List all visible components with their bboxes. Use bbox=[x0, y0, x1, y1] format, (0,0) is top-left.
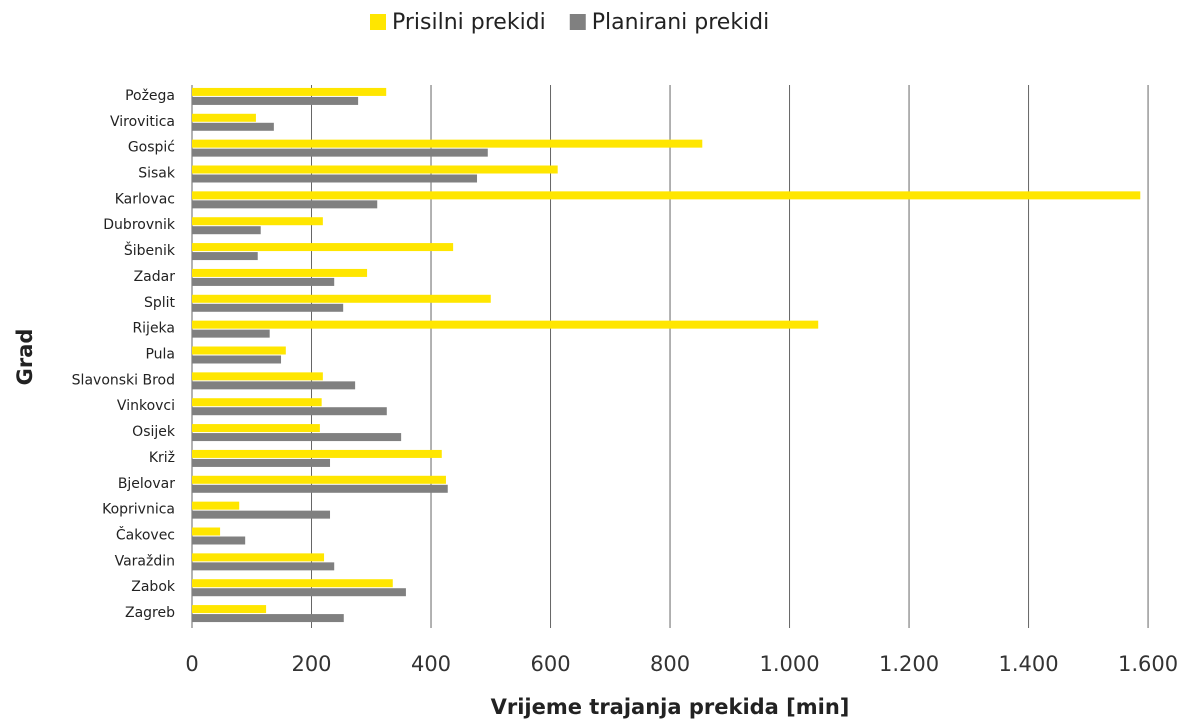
bar bbox=[192, 122, 274, 131]
bar bbox=[192, 226, 261, 235]
bar bbox=[192, 294, 491, 303]
bar bbox=[192, 355, 282, 364]
x-tick-label: 600 bbox=[530, 652, 570, 676]
y-tick-label: Dubrovnik bbox=[103, 217, 176, 233]
bar bbox=[192, 87, 387, 96]
y-tick-label: Šibenik bbox=[124, 241, 176, 259]
y-tick-label: Požega bbox=[125, 88, 175, 104]
bar bbox=[192, 381, 356, 390]
bar bbox=[192, 458, 331, 467]
bar bbox=[192, 449, 442, 458]
legend-swatch bbox=[370, 14, 386, 30]
bar bbox=[192, 320, 819, 329]
legend-swatch bbox=[569, 14, 586, 30]
y-tick-label: Gospić bbox=[128, 140, 175, 156]
legend-label: Prisilni prekidi bbox=[392, 10, 546, 35]
x-tick-label: 1.200 bbox=[879, 652, 939, 676]
bar bbox=[192, 484, 448, 493]
x-tick-label: 0 bbox=[185, 652, 198, 676]
bar bbox=[192, 527, 221, 536]
y-tick-label: Varaždin bbox=[115, 553, 175, 569]
y-axis-title: Grad bbox=[13, 329, 37, 386]
bar bbox=[192, 243, 454, 252]
x-axis-title: Vrijeme trajanja prekida [min] bbox=[491, 695, 850, 719]
y-tick-label: Virovitica bbox=[110, 114, 175, 130]
y-tick-label: Osijek bbox=[132, 424, 176, 440]
bar bbox=[192, 433, 402, 442]
bar bbox=[192, 191, 1141, 200]
bar bbox=[192, 96, 359, 105]
y-tick-label: Zabok bbox=[131, 579, 176, 595]
bar bbox=[192, 372, 323, 381]
bar bbox=[192, 562, 335, 571]
bar bbox=[192, 536, 246, 545]
y-tick-label: Rijeka bbox=[132, 321, 175, 337]
x-tick-label: 200 bbox=[291, 652, 331, 676]
y-tick-label: Vinkovci bbox=[117, 398, 175, 414]
x-tick-label: 400 bbox=[411, 652, 451, 676]
bar bbox=[192, 277, 335, 286]
x-tick-label: 1.000 bbox=[759, 652, 819, 676]
bar bbox=[192, 614, 344, 623]
y-tick-label: Koprivnica bbox=[102, 502, 175, 518]
bar bbox=[192, 553, 325, 562]
y-tick-label: Zadar bbox=[134, 269, 176, 285]
y-tick-label: Karlovac bbox=[115, 191, 175, 207]
bar bbox=[192, 605, 267, 614]
bar bbox=[192, 510, 331, 519]
legend-label: Planirani prekidi bbox=[592, 10, 769, 35]
bar bbox=[192, 329, 270, 338]
bar bbox=[192, 252, 258, 261]
bar bbox=[192, 174, 478, 183]
y-tick-label: Split bbox=[144, 295, 176, 311]
bar bbox=[192, 200, 378, 209]
bar bbox=[192, 501, 240, 510]
bar bbox=[192, 148, 488, 157]
y-tick-label: Križ bbox=[149, 450, 175, 466]
bar bbox=[192, 588, 406, 597]
bar bbox=[192, 475, 446, 484]
bar bbox=[192, 139, 703, 148]
bar bbox=[192, 579, 393, 588]
y-tick-label: Pula bbox=[145, 347, 175, 363]
bar bbox=[192, 407, 387, 416]
y-tick-label: Slavonski Brod bbox=[72, 372, 175, 388]
bar bbox=[192, 303, 344, 312]
y-tick-label: Sisak bbox=[138, 166, 176, 182]
x-tick-label: 800 bbox=[650, 652, 690, 676]
bar bbox=[192, 346, 286, 355]
bar bbox=[192, 217, 323, 226]
y-tick-label: Zagreb bbox=[125, 605, 175, 621]
bar bbox=[192, 165, 558, 174]
x-tick-label: 1.600 bbox=[1118, 652, 1178, 676]
x-tick-label: 1.400 bbox=[998, 652, 1058, 676]
y-tick-label: Bjelovar bbox=[118, 476, 175, 492]
bar bbox=[192, 424, 320, 433]
bar bbox=[192, 113, 256, 122]
y-tick-label: Čakovec bbox=[116, 526, 175, 544]
bar bbox=[192, 398, 322, 407]
bar bbox=[192, 268, 368, 277]
